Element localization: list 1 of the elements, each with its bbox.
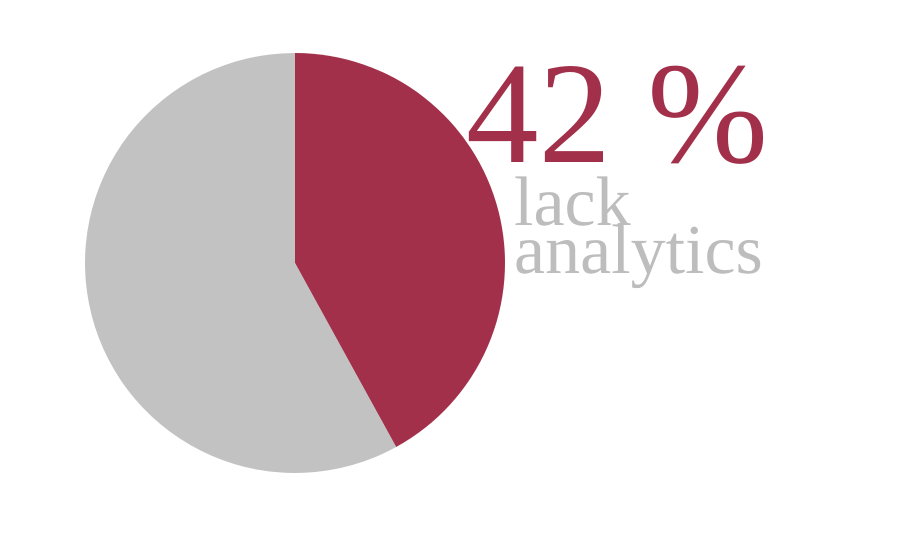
pie-slice: [85, 53, 396, 473]
